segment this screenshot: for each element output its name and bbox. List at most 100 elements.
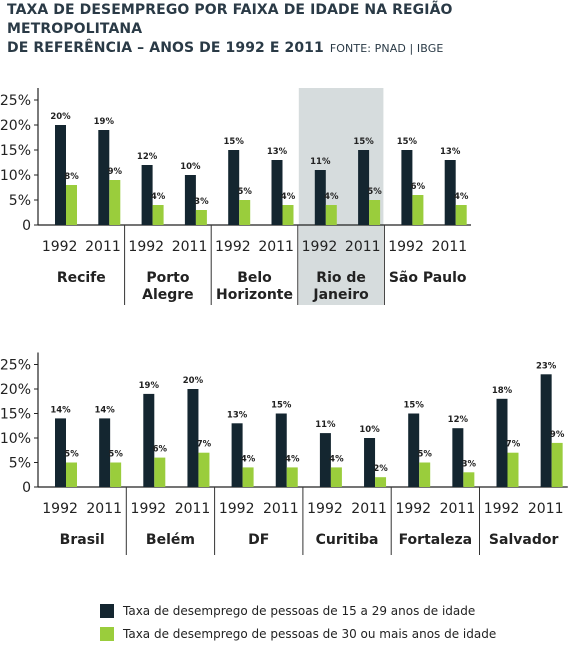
chart-title: TAXA DE DESEMPREGO POR FAIXA DE IDADE NA… [7,1,567,58]
data-label-young: 19% [94,117,115,127]
data-label-older: 6% [153,445,168,455]
bar-older-porto-alegre-1992 [152,205,164,225]
legend-item-young: Taxa de desemprego de pessoas de 15 a 29… [100,601,496,621]
data-label-older: 9% [550,430,565,440]
chart-top-capitals: 25% 20% 15% 10% 5% 0 Recife 20% 8% 1992 19% 9% 2011 P… [0,88,471,305]
data-label-older: 4% [241,454,256,464]
data-label-young: 13% [227,410,248,420]
bar-older-belem-2011 [198,452,210,487]
year-label: 2011 [86,501,122,517]
data-label-young: 10% [180,162,201,172]
bar-older-salvador-1992 [507,452,519,487]
group-label-fortaleza: Fortaleza [399,532,473,548]
y-tick-label: 25% [0,358,31,374]
data-label-older: 5% [64,450,79,460]
data-label-young: 13% [440,147,461,157]
legend: Taxa de desemprego de pessoas de 15 a 29… [100,601,496,647]
year-label: 2011 [263,501,299,517]
data-label-young: 14% [50,405,71,415]
y-tick-label: 10% [0,168,31,184]
group-label-belem: Belém [146,532,195,548]
y-tick-label: 10% [0,431,31,447]
bar-older-recife-2011 [109,180,121,225]
bar-young-belo-horizonte-2011 [271,160,283,225]
bar-older-sao-paulo-1992 [412,195,424,225]
year-label: 2011 [172,239,208,255]
year-label: 1992 [302,239,338,255]
data-label-older: 4% [151,192,166,202]
data-label-young: 20% [183,376,204,386]
year-label: 1992 [42,239,78,255]
data-label-young: 12% [448,415,469,425]
data-label-young: 15% [353,137,374,147]
data-label-older: 5% [108,450,123,460]
year-label: 2011 [345,239,381,255]
y-tick-label: 5% [9,193,31,209]
chart-bottom-capitals: 25% 20% 15% 10% 5% 0 Brasil 14% 5% 1992 14% 5% 2011 B… [0,352,568,555]
data-label-young: 15% [404,401,425,411]
data-label-young: 19% [139,381,160,391]
data-label-older: 4% [324,192,339,202]
y-tick-label: 20% [0,382,31,398]
group-label-rio-de-janeiro: Janeiro [312,287,369,303]
bar-young-belem-1992 [143,393,155,487]
bar-older-brasil-1992 [66,462,77,487]
bar-young-brasil-2011 [99,418,111,487]
data-label-young: 10% [359,425,380,435]
bar-young-sao-paulo-1992 [401,150,413,225]
data-label-young: 15% [271,401,292,411]
data-label-young: 15% [397,137,418,147]
data-label-older: 2% [373,464,388,474]
y-tick-label: 15% [0,143,31,159]
data-label-older: 4% [281,192,296,202]
group-label-belo-horizonte: Horizonte [216,287,293,303]
bar-older-df-2011 [286,467,298,487]
group-label-porto-alegre: Alegre [142,287,194,303]
bar-older-rio-de-janeiro-1992 [325,205,337,225]
legend-label-young: Taxa de desemprego de pessoas de 15 a 29… [123,604,476,618]
bar-young-df-1992 [231,423,243,487]
legend-label-older: Taxa de desemprego de pessoas de 30 ou m… [123,627,497,641]
title-line-2-text: DE REFERÊNCIA – ANOS DE 1992 E 2011 [7,40,324,56]
year-label: 2011 [258,239,294,255]
data-label-young: 11% [315,420,336,430]
y-tick-label: 0 [22,218,31,234]
group-label-porto-alegre: Porto [146,270,189,286]
data-label-older: 4% [329,454,344,464]
bar-young-brasil-1992 [55,418,66,487]
bar-young-curitiba-1992 [319,433,331,487]
data-label-older: 5% [237,187,252,197]
bar-older-curitiba-2011 [375,477,387,487]
year-label: 2011 [175,501,211,517]
source-label: FONTE: PNAD | IBGE [329,42,444,55]
y-tick-label: 15% [0,407,31,423]
bar-young-fortaleza-2011 [452,428,464,487]
year-label: 1992 [215,239,251,255]
bar-older-fortaleza-1992 [419,462,431,487]
bar-older-curitiba-1992 [330,467,342,487]
bar-older-fortaleza-2011 [463,472,475,487]
year-label: 2011 [351,501,387,517]
bar-young-recife-2011 [98,130,110,225]
bar-older-salvador-2011 [551,442,563,487]
data-label-young: 18% [492,386,513,396]
year-label: 1992 [388,239,424,255]
bar-young-porto-alegre-2011 [184,175,196,225]
group-label-df: DF [248,532,269,548]
y-tick-label: 5% [9,456,31,472]
bar-older-rio-de-janeiro-2011 [369,200,381,225]
group-label-brasil: Brasil [60,532,105,548]
y-tick-label: 25% [0,93,31,109]
data-label-older: 7% [506,440,521,450]
bar-young-porto-alegre-1992 [141,165,153,225]
data-label-older: 6% [411,182,426,192]
y-tick-label: 0 [22,480,31,496]
year-label: 1992 [395,501,431,517]
year-label: 2011 [85,239,121,255]
bar-young-rio-de-janeiro-1992 [314,170,326,225]
year-label: 2011 [528,501,564,517]
data-label-older: 8% [64,172,79,182]
data-label-older: 5% [417,450,432,460]
title-line-1: TAXA DE DESEMPREGO POR FAIXA DE IDADE NA… [7,2,453,37]
legend-swatch-young [100,604,114,618]
